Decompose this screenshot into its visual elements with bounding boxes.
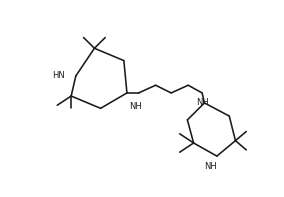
Text: HN: HN [52, 72, 65, 81]
Text: NH: NH [204, 162, 217, 171]
Text: NH: NH [129, 102, 142, 111]
Text: NH: NH [197, 98, 209, 107]
